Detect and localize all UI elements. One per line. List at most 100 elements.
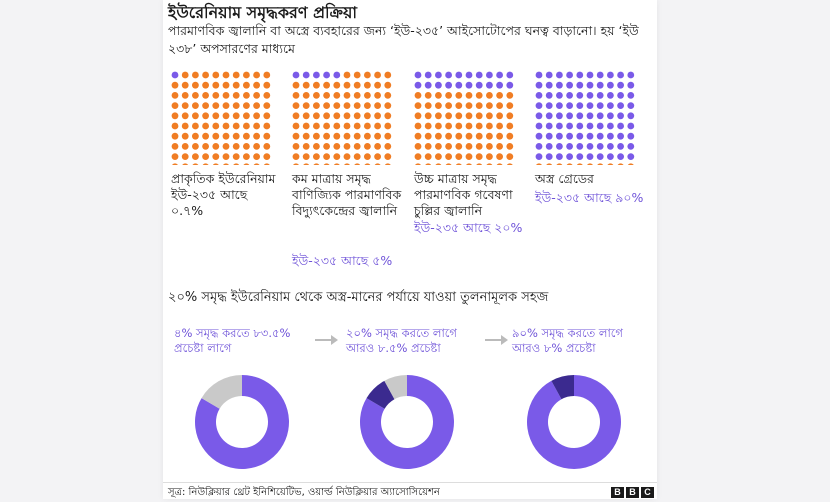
u238-dot: [435, 153, 442, 160]
u235-dot: [627, 122, 635, 130]
u238-dot: [212, 71, 220, 79]
u238-dot: [414, 112, 422, 120]
waffle-natural: [171, 71, 273, 165]
section-heading: ২০% সমৃদ্ধ ইউরেনিয়াম থেকে অস্ত্র-মানের …: [168, 290, 549, 305]
u235-dot: [607, 92, 614, 99]
u235-dot: [586, 71, 594, 79]
u238-dot: [313, 92, 320, 99]
u235-dot: [566, 132, 573, 140]
u235-dot: [586, 81, 594, 89]
u238-dot: [353, 122, 361, 130]
u238-dot: [435, 92, 442, 99]
u235-dot: [455, 81, 463, 89]
u235-dot: [545, 132, 553, 140]
u235-dot: [576, 122, 584, 130]
u238-dot: [323, 132, 330, 140]
u238-dot: [597, 163, 604, 165]
u238-dot: [171, 92, 179, 99]
u238-dot: [202, 112, 209, 120]
u235-dot: [596, 112, 604, 120]
u238-dot: [202, 122, 209, 130]
u238-dot: [496, 163, 503, 165]
u235-dot: [556, 122, 563, 130]
u235-dot: [475, 81, 483, 89]
u238-dot: [192, 71, 199, 79]
stage-label-high-enriched: উচ্চ মাত্রায় সমৃদ্ধ পারমাণবিক গবেষণা চু…: [414, 171, 513, 218]
u235-dot: [506, 71, 514, 79]
u238-dot: [232, 132, 240, 140]
u238-dot: [192, 163, 199, 165]
u238-dot: [496, 122, 503, 130]
u238-dot: [353, 81, 361, 89]
u235-dot: [596, 71, 604, 79]
u238-dot: [343, 71, 351, 79]
u238-dot: [323, 122, 330, 130]
u238-dot: [222, 92, 230, 99]
u235-dot: [576, 143, 584, 150]
u238-dot: [445, 132, 452, 140]
u235-dot: [617, 92, 624, 99]
u238-dot: [455, 112, 463, 120]
u235-dot: [576, 71, 584, 79]
u238-dot: [333, 132, 341, 140]
u238-dot: [455, 132, 463, 140]
u238-dot: [445, 102, 452, 109]
u238-dot: [243, 71, 250, 79]
u238-dot: [455, 163, 462, 165]
u238-dot: [506, 132, 514, 140]
u238-dot: [374, 81, 381, 89]
u238-dot: [414, 122, 422, 130]
u238-dot: [263, 81, 271, 89]
u235-dot: [586, 132, 594, 140]
u235-dot: [556, 112, 563, 120]
u238-dot: [424, 143, 432, 150]
u238-dot: [374, 163, 381, 165]
u238-dot: [353, 153, 361, 160]
u238-dot: [253, 71, 260, 79]
u238-dot: [253, 132, 260, 140]
u238-dot: [455, 122, 463, 130]
u238-dot: [486, 92, 493, 99]
u238-dot: [192, 92, 199, 99]
u238-dot: [253, 102, 260, 109]
u238-dot: [414, 92, 422, 99]
u235-dot: [596, 143, 604, 150]
u238-dot: [435, 112, 442, 120]
u235-dot: [435, 71, 442, 79]
u238-dot: [202, 81, 209, 89]
u238-dot: [292, 112, 300, 120]
u238-dot: [303, 163, 310, 165]
u238-dot: [171, 143, 179, 150]
u235-dot: [506, 81, 514, 89]
u235-dot: [627, 112, 635, 120]
stage-label-natural: প্রাকৃতিক ইউরেনিয়াম ইউ-২৩৫ আছে ০.৭%: [171, 171, 276, 218]
u238-dot: [181, 143, 189, 150]
u238-dot: [323, 102, 330, 109]
u238-dot: [607, 163, 614, 165]
u238-dot: [384, 112, 392, 120]
u235-dot: [627, 81, 635, 89]
u238-dot: [292, 102, 300, 109]
u238-dot: [496, 102, 503, 109]
u235-dot: [627, 143, 635, 150]
u235-dot: [566, 92, 573, 99]
u238-dot: [536, 163, 542, 165]
u238-dot: [181, 102, 189, 109]
u235-dot: [496, 81, 503, 89]
u238-dot: [253, 163, 260, 165]
donut-slice-purple: [360, 375, 454, 469]
u238-dot: [343, 102, 351, 109]
u235-dot: [627, 102, 635, 109]
u238-dot: [263, 153, 271, 160]
u235-dot: [566, 102, 573, 109]
u238-dot: [232, 153, 240, 160]
u238-dot: [202, 102, 209, 109]
donut-slice-grey: [201, 375, 242, 409]
u235-dot: [535, 81, 543, 89]
u238-dot: [232, 143, 240, 150]
u238-dot: [171, 112, 179, 120]
u238-dot: [374, 132, 381, 140]
u235-dot: [545, 153, 553, 160]
u235-dot: [607, 122, 614, 130]
u235-dot: [596, 81, 604, 89]
